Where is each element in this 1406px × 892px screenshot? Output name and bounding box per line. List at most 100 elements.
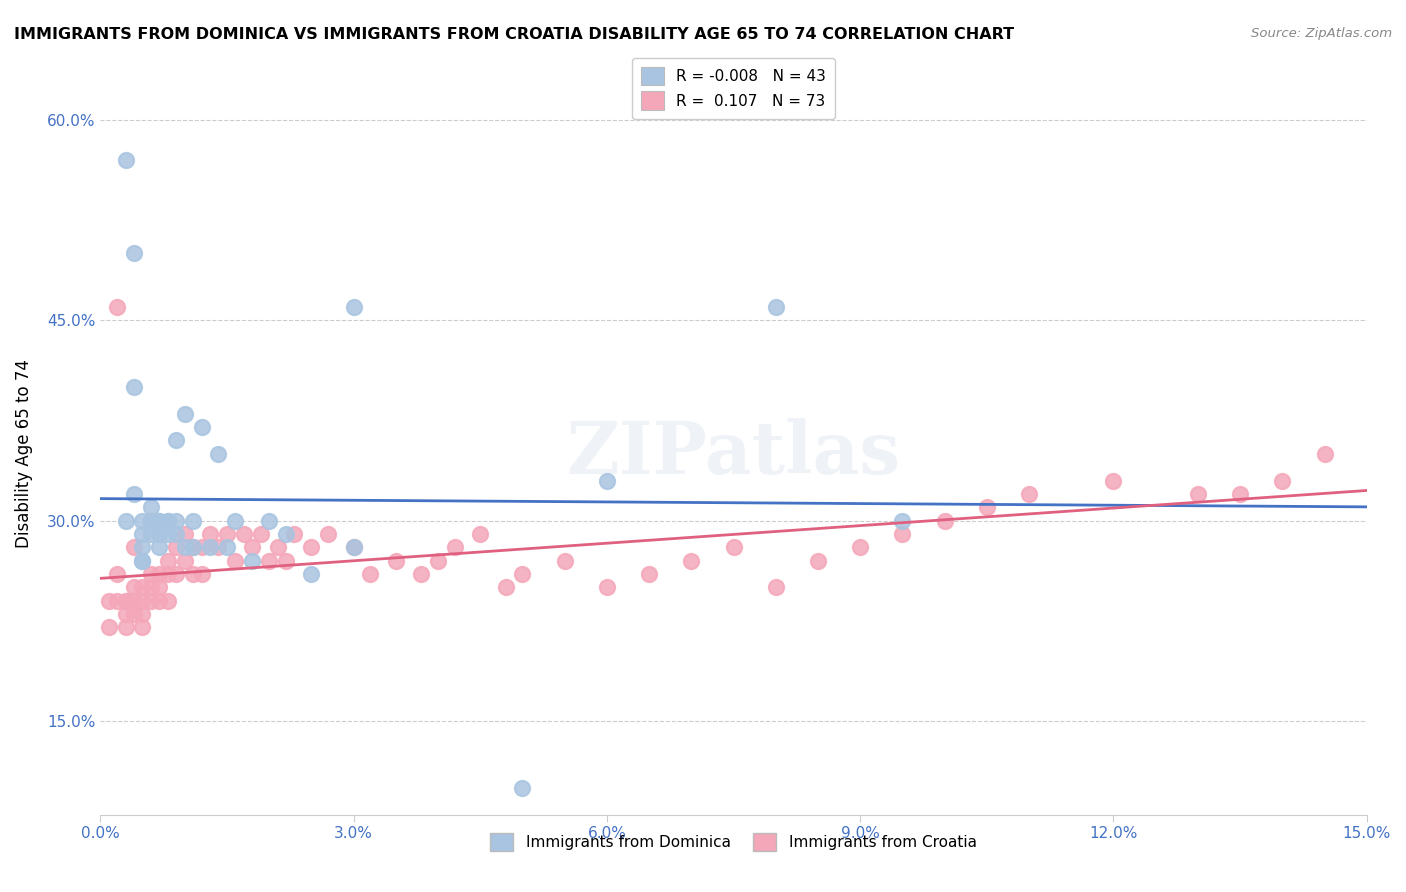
Point: [240, 554, 263, 568]
Point: [849, 541, 872, 555]
Point: [165, 527, 187, 541]
Point: [257, 554, 280, 568]
Point: [139, 514, 162, 528]
Point: [384, 554, 406, 568]
Point: [131, 581, 153, 595]
Point: [1313, 447, 1336, 461]
Point: [105, 300, 128, 314]
Point: [105, 567, 128, 582]
Point: [156, 594, 179, 608]
Point: [232, 527, 254, 541]
Point: [470, 527, 492, 541]
Text: Source: ZipAtlas.com: Source: ZipAtlas.com: [1251, 27, 1392, 40]
Point: [156, 567, 179, 582]
Point: [122, 246, 145, 260]
Point: [131, 527, 153, 541]
Point: [97, 620, 120, 634]
Point: [165, 514, 187, 528]
Point: [240, 541, 263, 555]
Point: [554, 554, 576, 568]
Point: [181, 514, 204, 528]
Point: [165, 567, 187, 582]
Point: [512, 780, 534, 795]
Point: [148, 567, 170, 582]
Point: [596, 581, 619, 595]
Point: [190, 420, 212, 434]
Point: [148, 594, 170, 608]
Point: [444, 541, 467, 555]
Point: [156, 527, 179, 541]
Point: [1018, 487, 1040, 501]
Point: [139, 514, 162, 528]
Point: [224, 554, 246, 568]
Point: [148, 541, 170, 555]
Point: [596, 474, 619, 488]
Point: [891, 514, 914, 528]
Point: [156, 514, 179, 528]
Point: [131, 594, 153, 608]
Point: [131, 541, 153, 555]
Point: [1271, 474, 1294, 488]
Point: [249, 527, 271, 541]
Point: [122, 581, 145, 595]
Text: IMMIGRANTS FROM DOMINICA VS IMMIGRANTS FROM CROATIA DISABILITY AGE 65 TO 74 CORR: IMMIGRANTS FROM DOMINICA VS IMMIGRANTS F…: [14, 27, 1014, 42]
Point: [122, 594, 145, 608]
Point: [165, 541, 187, 555]
Point: [1102, 474, 1125, 488]
Point: [114, 514, 136, 528]
Point: [342, 300, 364, 314]
Point: [173, 407, 195, 421]
Point: [765, 581, 787, 595]
Point: [165, 434, 187, 448]
Point: [139, 581, 162, 595]
Point: [173, 554, 195, 568]
Point: [359, 567, 381, 582]
Point: [122, 541, 145, 555]
Point: [807, 554, 830, 568]
Point: [224, 514, 246, 528]
Point: [131, 607, 153, 621]
Point: [274, 527, 297, 541]
Text: ZIPatlas: ZIPatlas: [567, 418, 901, 490]
Point: [190, 567, 212, 582]
Point: [1187, 487, 1209, 501]
Point: [207, 447, 229, 461]
Point: [131, 620, 153, 634]
Point: [122, 380, 145, 394]
Point: [495, 581, 517, 595]
Point: [148, 514, 170, 528]
Point: [723, 541, 745, 555]
Point: [283, 527, 305, 541]
Point: [156, 554, 179, 568]
Point: [274, 554, 297, 568]
Point: [148, 527, 170, 541]
Point: [198, 541, 221, 555]
Point: [181, 541, 204, 555]
Point: [215, 527, 238, 541]
Point: [181, 541, 204, 555]
Point: [198, 527, 221, 541]
Point: [131, 514, 153, 528]
Point: [934, 514, 956, 528]
Point: [114, 620, 136, 634]
Point: [681, 554, 703, 568]
Legend: R = -0.008   N = 43, R =  0.107   N = 73: R = -0.008 N = 43, R = 0.107 N = 73: [631, 57, 835, 120]
Point: [266, 541, 288, 555]
Point: [190, 541, 212, 555]
Point: [976, 500, 998, 515]
Point: [765, 300, 787, 314]
Point: [215, 541, 238, 555]
Point: [148, 581, 170, 595]
Point: [638, 567, 661, 582]
Point: [148, 514, 170, 528]
Point: [156, 514, 179, 528]
Point: [181, 567, 204, 582]
Point: [411, 567, 433, 582]
Point: [114, 594, 136, 608]
Point: [139, 500, 162, 515]
Point: [316, 527, 339, 541]
Point: [105, 594, 128, 608]
Point: [139, 527, 162, 541]
Point: [173, 541, 195, 555]
Point: [299, 567, 322, 582]
